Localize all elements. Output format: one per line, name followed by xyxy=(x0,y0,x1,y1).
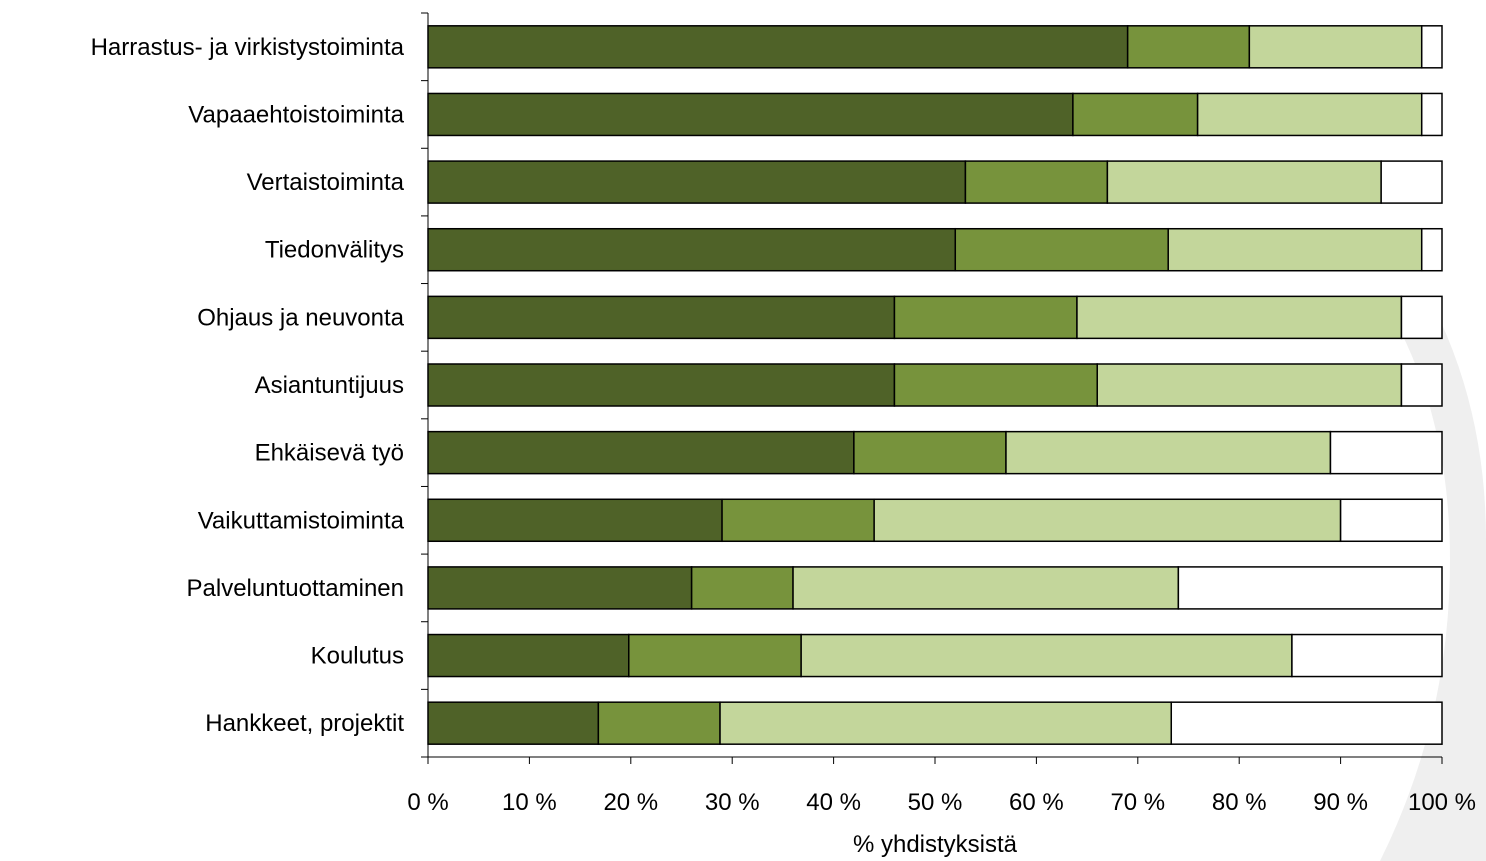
bar-segment-2-3 xyxy=(1196,92,1423,137)
bar-segment-1-4 xyxy=(1420,25,1443,69)
bar-segment-1-3 xyxy=(1248,25,1423,69)
x-axis-ticks: 0 % 10 % 20 % 30 % 40 % 50 % 60 % 70 % 80 % 90 % 1… xyxy=(407,757,1476,816)
category-label: Tiedonvälitys xyxy=(265,237,404,264)
background-swoosh xyxy=(1380,320,1486,861)
category-label: Asiantuntijuus xyxy=(255,372,404,399)
bar-segment-10-3 xyxy=(800,633,1293,678)
category-label: Koulutus xyxy=(311,643,404,670)
bar-segment-11-4 xyxy=(1170,701,1443,745)
category-label: Ohjaus ja neuvonta xyxy=(197,304,404,331)
bar-segment-8-1 xyxy=(427,498,723,543)
x-tick-label: 80 % xyxy=(1212,789,1267,816)
bar-segment-6-1 xyxy=(427,363,896,407)
bar-segment-10-1 xyxy=(427,633,630,678)
x-tick-label: 100 % xyxy=(1408,789,1476,816)
bar-segment-10-2 xyxy=(628,633,802,678)
bar-segment-11-1 xyxy=(427,701,600,745)
bar-segment-7-2 xyxy=(853,430,1007,475)
bar-segment-11-3 xyxy=(719,701,1173,745)
bar-segment-1-1 xyxy=(427,25,1129,69)
x-tick-label: 50 % xyxy=(908,789,963,816)
bar-segment-2-4 xyxy=(1420,92,1443,137)
bar-segment-11-2 xyxy=(597,701,721,745)
category-label: Vaikuttamistoiminta xyxy=(198,507,405,534)
y-axis-ticks xyxy=(421,12,428,758)
bar-segment-3-1 xyxy=(427,160,967,204)
bar-segment-7-4 xyxy=(1329,430,1443,475)
bar-segment-7-3 xyxy=(1005,430,1332,475)
x-tick-label: 70 % xyxy=(1110,789,1165,816)
x-tick-label: 10 % xyxy=(502,789,557,816)
bar-segment-4-2 xyxy=(954,227,1169,272)
bar-segment-4-1 xyxy=(427,227,957,272)
bar-segment-2-1 xyxy=(427,92,1074,137)
bar-segment-9-4 xyxy=(1177,566,1443,610)
x-tick-label: 20 % xyxy=(603,789,658,816)
category-label: Hankkeet, projektit xyxy=(205,710,404,737)
bar-segment-5-1 xyxy=(427,295,896,340)
bar-segment-3-4 xyxy=(1380,160,1443,204)
bar-segment-7-1 xyxy=(427,430,855,475)
bar-segment-5-3 xyxy=(1076,295,1403,340)
bar-segment-4-4 xyxy=(1420,227,1443,272)
bar-segment-5-4 xyxy=(1400,295,1443,340)
bar-segment-3-2 xyxy=(964,160,1109,204)
bar-segment-2-2 xyxy=(1072,92,1199,137)
x-tick-label: 90 % xyxy=(1313,789,1368,816)
x-tick-label: 30 % xyxy=(705,789,760,816)
x-tick-label: 0 % xyxy=(407,789,448,816)
bar-segment-3-3 xyxy=(1106,160,1382,204)
bar-segment-6-3 xyxy=(1096,363,1403,407)
bar-segment-1-2 xyxy=(1126,25,1251,69)
bar-segment-10-4 xyxy=(1291,633,1443,678)
bar-segment-8-3 xyxy=(873,498,1342,543)
x-tick-label: 60 % xyxy=(1009,789,1064,816)
x-tick-label: 40 % xyxy=(806,789,861,816)
category-labels: Harrastus- ja virkistystoiminta Vapaaehto… xyxy=(91,34,405,737)
bar-segment-9-2 xyxy=(690,566,794,610)
bar-segment-9-3 xyxy=(792,566,1180,610)
bar-group xyxy=(427,25,1443,745)
x-axis-title: % yhdistyksistä xyxy=(853,831,1018,858)
bar-segment-8-2 xyxy=(721,498,875,543)
bar-segment-8-4 xyxy=(1339,498,1443,543)
bar-segment-6-4 xyxy=(1400,363,1443,407)
category-label: Palveluntuottaminen xyxy=(187,575,404,602)
category-label: Vapaaehtoistoiminta xyxy=(188,101,404,128)
bar-segment-9-1 xyxy=(427,566,693,610)
category-label: Vertaistoiminta xyxy=(247,169,405,196)
category-label: Harrastus- ja virkistystoiminta xyxy=(91,34,405,61)
category-label: Ehkäisevä työ xyxy=(255,440,404,467)
bar-segment-5-2 xyxy=(893,295,1078,340)
bar-segment-4-3 xyxy=(1167,227,1423,272)
bar-segment-6-2 xyxy=(893,363,1098,407)
